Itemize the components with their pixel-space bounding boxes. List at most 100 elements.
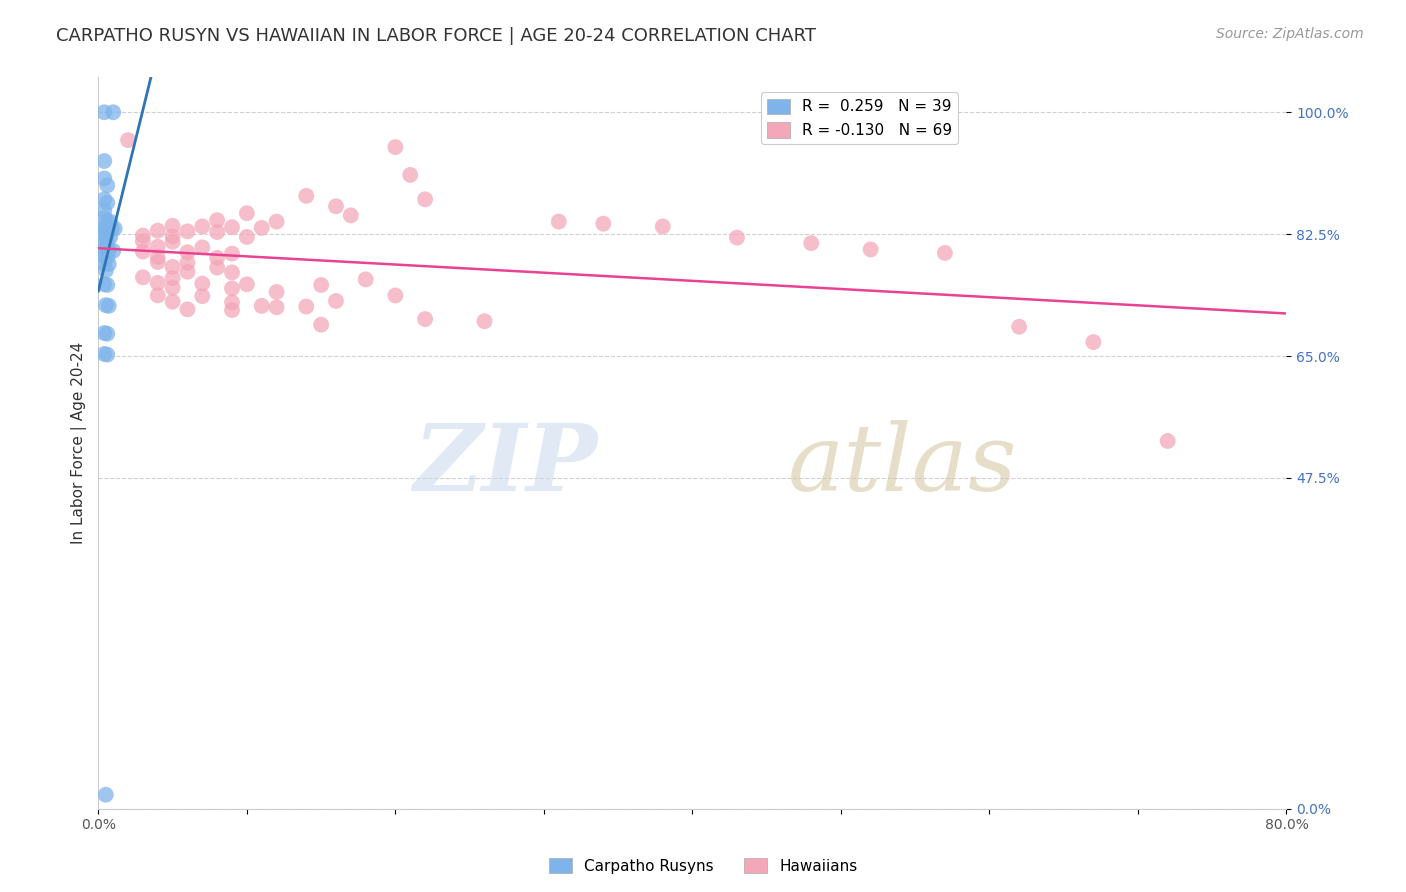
Legend: R =  0.259   N = 39, R = -0.130   N = 69: R = 0.259 N = 39, R = -0.130 N = 69 [761, 93, 957, 145]
Point [384, 288, 406, 302]
Point [859, 243, 882, 257]
Point [205, 251, 228, 265]
Point [1083, 334, 1105, 349]
Point [592, 217, 614, 231]
Point [93, 211, 115, 226]
Point [221, 303, 243, 318]
Point [221, 281, 243, 295]
Point [162, 260, 184, 274]
Point [96, 250, 118, 264]
Point [340, 208, 363, 222]
Point [132, 234, 155, 248]
Point [266, 300, 288, 314]
Point [96, 195, 118, 210]
Text: Source: ZipAtlas.com: Source: ZipAtlas.com [1216, 27, 1364, 41]
Point [191, 240, 214, 254]
Point [191, 277, 214, 291]
Point [93, 256, 115, 270]
Point [162, 229, 184, 244]
Point [97, 243, 120, 257]
Point [96, 229, 118, 244]
Point [547, 214, 569, 228]
Point [97, 257, 120, 271]
Point [221, 295, 243, 310]
Point [93, 154, 115, 169]
Point [100, 221, 122, 235]
Point [250, 220, 273, 235]
Point [93, 249, 115, 263]
Point [205, 213, 228, 227]
Point [384, 140, 406, 154]
Point [725, 230, 748, 244]
Point [266, 285, 288, 299]
Point [236, 206, 259, 220]
Point [651, 219, 673, 234]
Point [98, 230, 121, 244]
Point [325, 199, 347, 213]
Point [295, 189, 318, 203]
Point [96, 221, 118, 235]
Point [93, 235, 115, 250]
Point [354, 272, 377, 286]
Point [413, 312, 436, 326]
Point [96, 348, 118, 362]
Text: atlas: atlas [787, 420, 1017, 510]
Point [221, 220, 243, 235]
Point [309, 318, 332, 332]
Text: ZIP: ZIP [413, 420, 598, 510]
Point [104, 221, 127, 235]
Point [93, 105, 115, 120]
Point [93, 192, 115, 206]
Point [93, 326, 115, 340]
Point [93, 171, 115, 186]
Point [295, 300, 318, 314]
Point [176, 224, 198, 238]
Point [250, 299, 273, 313]
Point [176, 302, 198, 317]
Point [94, 221, 117, 235]
Point [1008, 319, 1031, 334]
Point [474, 314, 496, 328]
Point [94, 788, 117, 802]
Point [399, 168, 422, 182]
Point [96, 326, 118, 341]
Point [132, 244, 155, 259]
Point [146, 240, 169, 254]
Point [96, 178, 118, 193]
Point [309, 277, 332, 292]
Point [162, 219, 184, 233]
Point [162, 271, 184, 285]
Legend: Carpatho Rusyns, Hawaiians: Carpatho Rusyns, Hawaiians [543, 852, 863, 880]
Point [96, 277, 118, 292]
Point [103, 244, 125, 258]
Point [103, 105, 125, 120]
Point [146, 255, 169, 269]
Point [93, 347, 115, 361]
Point [236, 277, 259, 292]
Point [191, 289, 214, 303]
Point [93, 221, 115, 235]
Point [221, 246, 243, 260]
Point [176, 265, 198, 279]
Point [146, 276, 169, 290]
Point [146, 288, 169, 302]
Point [176, 255, 198, 269]
Point [176, 245, 198, 260]
Point [162, 281, 184, 295]
Point [191, 219, 214, 234]
Point [97, 221, 120, 235]
Point [146, 250, 169, 264]
Point [413, 192, 436, 206]
Point [96, 214, 118, 228]
Point [94, 298, 117, 312]
Point [146, 224, 169, 238]
Point [93, 228, 115, 243]
Point [94, 263, 117, 277]
Point [93, 204, 115, 219]
Point [325, 293, 347, 308]
Point [266, 214, 288, 228]
Point [1156, 434, 1178, 448]
Point [800, 236, 823, 251]
Point [221, 265, 243, 279]
Point [93, 277, 115, 292]
